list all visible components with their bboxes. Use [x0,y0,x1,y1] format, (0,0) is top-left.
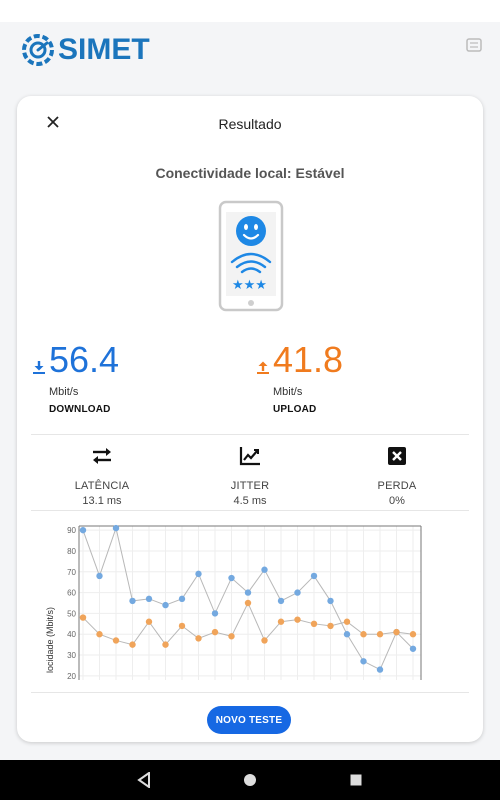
stat-jitter: JITTER 4.5 ms [190,444,310,507]
data-point [178,622,186,630]
data-point [244,599,252,607]
stat-latency-name: LATÊNCIA [74,480,130,492]
navigation-bar [0,760,500,800]
data-point [195,635,202,642]
y-tick-label: 60 [67,589,76,598]
download-unit: Mbit/s [49,386,79,398]
upload-value: 41.8 [273,339,344,380]
download-label: DOWNLOAD [49,404,111,415]
simet-logo: SIMET [20,32,150,68]
close-button[interactable] [41,110,65,134]
upload-label: UPLOAD [273,404,317,415]
data-point [294,589,301,596]
data-point [162,601,169,609]
stat-latency: LATÊNCIA 13.1 ms [42,444,162,507]
data-point [376,631,384,638]
y-tick-label: 30 [67,651,76,660]
y-tick-label: 50 [67,609,76,618]
y-axis-label: locidade (Mbit/s) [45,607,55,673]
upload-unit: Mbit/s [273,386,303,398]
data-point [409,631,417,638]
new-test-button[interactable]: NOVO TESTE [207,706,291,734]
data-point [277,597,285,605]
logo-text: SIMET [58,33,150,66]
upload-arrow-icon [257,361,269,374]
data-point [79,614,87,621]
data-point [343,631,351,638]
data-point [79,526,87,534]
stat-latency-value: 13.1 ms [82,495,122,507]
trending-chart-icon [239,447,260,466]
download-arrow-icon [33,361,45,374]
data-point [393,628,400,636]
data-point [112,637,120,644]
recents-button[interactable] [349,772,363,793]
back-icon[interactable] [137,771,151,789]
divider [31,510,469,511]
download-value: 56.4 [49,339,120,380]
divider [31,692,469,693]
data-point [211,628,219,636]
data-point [211,610,219,617]
data-point [327,622,334,630]
data-point [195,570,202,578]
data-point [376,666,384,673]
stat-loss: PERDA 0% [337,444,457,507]
status-bar [0,0,500,22]
stat-jitter-name: JITTER [230,480,270,492]
speed-chart-svg: 20 30 40 50 60 70 80 90 locidade (Mbit/s) [45,524,422,681]
data-point [244,589,252,596]
y-tick-label: 40 [67,630,76,639]
speedometer-logo-icon [22,34,54,66]
data-point [277,618,285,625]
data-point [360,658,367,665]
download-metric: 56.4 Mbit/s DOWNLOAD [33,342,119,415]
home-button[interactable] [243,772,257,793]
data-point [178,595,186,603]
data-point [96,631,103,638]
data-point [145,595,153,603]
data-point [310,620,318,628]
x-box-icon [388,447,406,465]
data-point [228,633,235,640]
data-point [261,637,268,644]
result-card: Resultado Conectividade local: Estável ★… [17,96,483,742]
y-tick-label: 90 [67,526,76,535]
data-point [129,641,136,648]
card-title: Resultado [218,116,282,132]
data-point [228,574,235,582]
close-icon[interactable] [46,115,60,129]
data-point [112,524,120,532]
data-point [409,645,417,652]
data-point [129,597,136,605]
swap-arrows-icon [93,448,111,464]
speed-chart: 20 30 40 50 60 70 80 90 locidade (Mbit/s) [41,516,441,687]
happy-phone-illustration: ★★★ [218,200,284,317]
upload-metric: 41.8 Mbit/s UPLOAD [257,342,343,415]
divider [31,434,469,435]
app-bar: SIMET [0,22,500,74]
data-point [261,566,268,573]
data-point [96,572,103,580]
stat-loss-name: PERDA [377,480,417,492]
back-button[interactable] [137,771,151,793]
data-point [294,616,301,623]
y-tick-label: 70 [67,568,76,577]
connectivity-status: Conectividade local: Estável [155,165,345,181]
svg-text:★★★: ★★★ [232,278,267,293]
y-tick-label: 20 [67,672,76,681]
data-point [162,641,169,648]
stat-jitter-value: 4.5 ms [233,495,267,507]
data-point [360,631,367,638]
data-point [310,572,318,580]
home-icon[interactable] [243,772,257,788]
data-point [327,597,334,605]
data-point [343,618,351,625]
stat-loss-value: 0% [389,495,405,507]
y-tick-label: 80 [67,547,76,556]
menu-icon[interactable] [466,38,482,57]
recents-icon[interactable] [349,772,363,788]
data-point [145,618,153,625]
